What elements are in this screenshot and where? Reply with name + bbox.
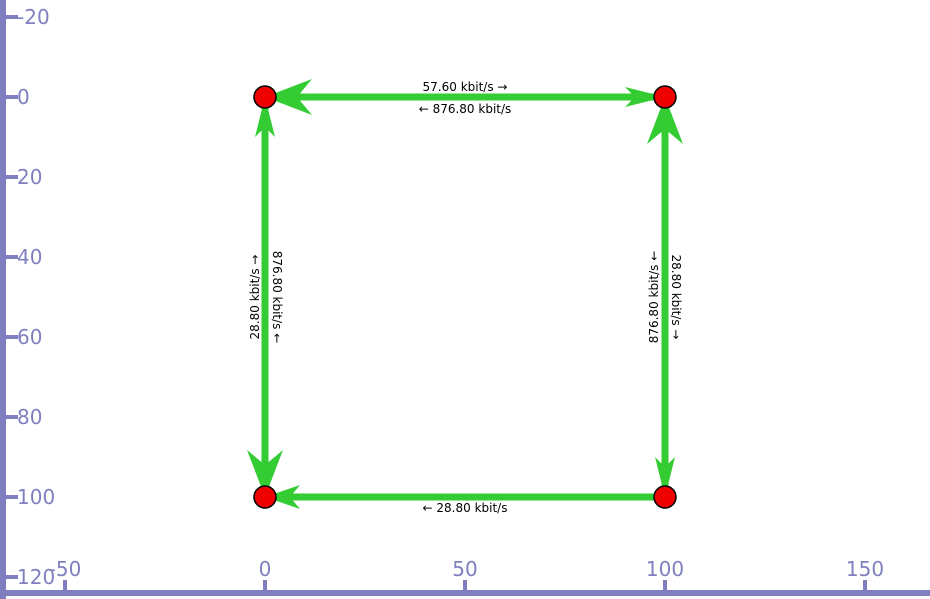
node-n2 bbox=[653, 85, 677, 109]
x-tick-mark bbox=[263, 580, 267, 592]
link-label-top-2: ← 876.80 kbit/s bbox=[419, 102, 512, 116]
node-n1 bbox=[253, 85, 277, 109]
x-axis-line bbox=[0, 590, 930, 596]
link-left: 28.80 kbit/s → 876.80 kbit/s ← bbox=[247, 97, 284, 497]
x-tick-mark bbox=[463, 580, 467, 592]
x-tick-label: 0 bbox=[259, 557, 272, 581]
y-tick-label: 100 bbox=[17, 485, 55, 509]
x-tick-mark bbox=[663, 580, 667, 592]
arrowhead-down-left bbox=[247, 450, 283, 497]
y-tick-mark bbox=[4, 575, 18, 579]
link-bottom: ← 28.80 kbit/s bbox=[265, 485, 665, 515]
nodes bbox=[253, 85, 677, 509]
x-tick-label: 100 bbox=[646, 557, 684, 581]
y-tick-label: 20 bbox=[17, 165, 42, 189]
y-tick-label: 120 bbox=[17, 565, 55, 589]
link-label-right-2: 28.80 kbit/s → bbox=[669, 255, 683, 340]
y-tick-mark bbox=[4, 415, 18, 419]
y-tick-mark bbox=[4, 175, 18, 179]
link-right: 876.80 kbit/s ← 28.80 kbit/s → bbox=[647, 97, 683, 497]
y-tick-mark bbox=[4, 255, 18, 259]
y-tick-label: 80 bbox=[17, 405, 42, 429]
arrowhead-down-right bbox=[655, 457, 675, 497]
y-tick-label: -20 bbox=[17, 5, 50, 29]
arrowhead-left-bottom bbox=[265, 485, 300, 509]
node-n3 bbox=[253, 485, 277, 509]
y-axis-ticks: -20 0 20 40 60 80 100 120 bbox=[4, 5, 55, 589]
link-label-top-1: 57.60 kbit/s → bbox=[423, 80, 508, 94]
link-label-left-1: 28.80 kbit/s → bbox=[248, 255, 262, 340]
y-tick-mark bbox=[4, 495, 18, 499]
arrowhead-right-top bbox=[625, 87, 665, 107]
y-tick-mark bbox=[4, 335, 18, 339]
arrowhead-up-right bbox=[647, 97, 683, 144]
x-axis-ticks: -50 0 50 100 150 bbox=[49, 557, 884, 592]
link-label-left-2: 876.80 kbit/s ← bbox=[270, 251, 284, 344]
link-label-bottom: ← 28.80 kbit/s bbox=[423, 501, 508, 515]
arrowhead-left-top bbox=[265, 79, 312, 115]
y-tick-label: 60 bbox=[17, 325, 42, 349]
y-tick-label: 0 bbox=[17, 85, 30, 109]
arrowhead-up-left bbox=[255, 97, 275, 137]
x-tick-label: 150 bbox=[846, 557, 884, 581]
x-tick-mark bbox=[63, 580, 67, 592]
x-tick-mark bbox=[863, 580, 867, 592]
y-tick-mark bbox=[4, 95, 18, 99]
link-label-right-1: 876.80 kbit/s ← bbox=[647, 251, 661, 344]
x-tick-label: -50 bbox=[49, 557, 82, 581]
link-top: 57.60 kbit/s → ← 876.80 kbit/s bbox=[265, 79, 665, 116]
y-tick-mark bbox=[4, 15, 18, 19]
x-tick-label: 50 bbox=[452, 557, 477, 581]
node-n4 bbox=[653, 485, 677, 509]
links: 57.60 kbit/s → ← 876.80 kbit/s 28.80 kbi… bbox=[247, 79, 683, 515]
y-tick-label: 40 bbox=[17, 245, 42, 269]
y-axis-line bbox=[0, 0, 6, 599]
